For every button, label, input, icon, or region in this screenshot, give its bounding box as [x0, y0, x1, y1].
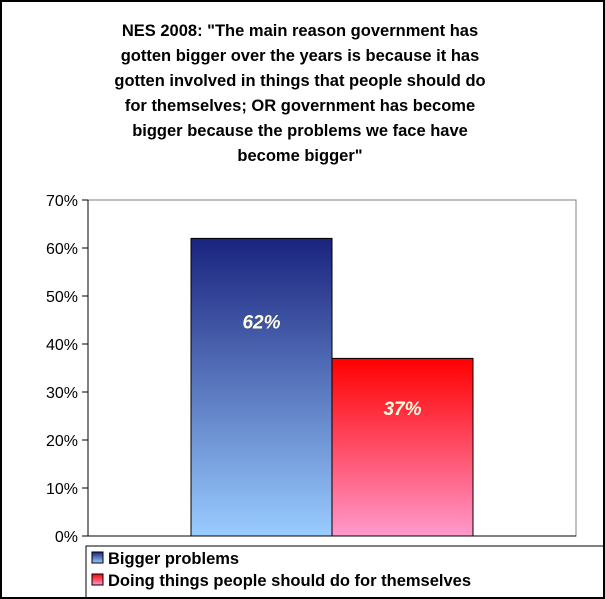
legend-swatch [91, 551, 104, 564]
bars-group [190, 237, 474, 537]
legend-label: Doing things people should do for themse… [108, 572, 471, 590]
legend-item-doing-things: Doing things people should do for themse… [91, 572, 471, 590]
bar-value-label: 37% [383, 399, 421, 420]
y-tick-label: 40% [46, 337, 78, 354]
bar-value-label: 62% [242, 313, 280, 334]
y-tick-label: 60% [46, 241, 78, 258]
y-tick-label: 30% [46, 385, 78, 402]
chart-title-line: NES 2008: "The main reason government ha… [122, 22, 478, 40]
chart-title-line: become bigger" [237, 147, 362, 165]
chart-title-line: bigger because the problems we face have [132, 122, 468, 140]
y-tick-label: 0% [55, 529, 78, 546]
legend-swatch [91, 573, 104, 586]
y-tick-label: 10% [46, 481, 78, 498]
chart-title-line: gotten involved in things that people sh… [114, 72, 485, 90]
chart-title-line: for themselves; OR government has become [125, 97, 475, 115]
bar-series-1 [331, 357, 474, 537]
legend-label: Bigger problems [108, 550, 239, 568]
legend: Bigger problems Doing things people shou… [85, 545, 603, 597]
legend-box [85, 545, 603, 597]
chart-title-line: gotten bigger over the years is because … [121, 47, 480, 65]
legend-item-bigger-problems: Bigger problems [91, 550, 239, 568]
bar-labels-group: 62% 37% [242, 313, 421, 420]
bar-series-0 [190, 237, 333, 537]
y-tick-label: 50% [46, 289, 78, 306]
chart-title: NES 2008: "The main reason government ha… [114, 22, 485, 165]
y-axis-ticks: 0% 10% 20% 30% 40% 50% 60% 70% [46, 193, 88, 546]
y-tick-label: 70% [46, 193, 78, 210]
y-tick-label: 20% [46, 433, 78, 450]
